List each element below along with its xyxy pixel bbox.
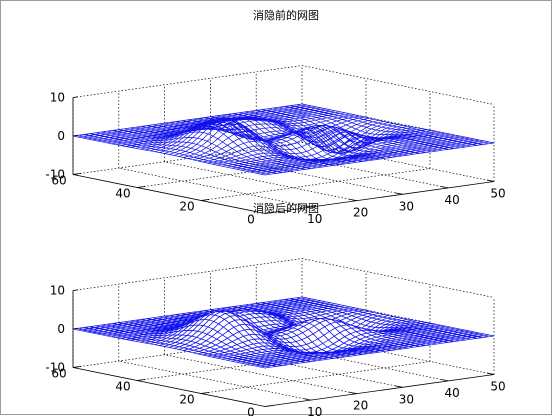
x-tick-label: 20	[353, 206, 368, 220]
z-tick	[73, 174, 78, 175]
y-tick	[137, 379, 145, 380]
surface-mesh	[73, 104, 494, 175]
x-tick	[304, 399, 311, 400]
y-tick-label: 0	[247, 406, 255, 417]
z-tick	[73, 135, 78, 136]
x-tick	[350, 392, 357, 393]
y-tick	[137, 186, 145, 187]
x-tick-label: 50	[490, 380, 505, 394]
grid-line	[73, 66, 494, 105]
plot-title: 消隐前的网图	[253, 8, 319, 22]
x-tick-label: 10	[307, 405, 322, 416]
y-tick	[201, 392, 209, 393]
grid-line	[119, 361, 311, 400]
plot-title: 消隐后的网图	[253, 201, 319, 215]
z-tick	[73, 367, 78, 368]
z-tick	[73, 97, 78, 98]
x-tick-label: 30	[399, 392, 414, 406]
z-tick-label: -10	[45, 361, 65, 375]
z-tick-label: 10	[50, 91, 65, 105]
y-tick-label: 20	[179, 393, 194, 407]
x-tick	[441, 379, 448, 380]
z-tick-label: 0	[57, 322, 65, 336]
y-tick-label: 40	[115, 187, 130, 201]
z-tick	[73, 290, 78, 291]
surface-mesh	[73, 297, 494, 368]
x-tick	[350, 199, 357, 200]
x-tick	[395, 193, 402, 194]
x-tick	[395, 386, 402, 387]
y-tick-label: 40	[115, 380, 130, 394]
z-tick-label: 0	[57, 129, 65, 143]
grid-line	[73, 259, 494, 298]
x-tick	[441, 186, 448, 187]
y-axis	[73, 368, 265, 407]
y-tick-label: 20	[179, 200, 194, 214]
y-axis	[73, 175, 265, 214]
x-tick-label: 40	[445, 386, 460, 400]
x-tick-label: 40	[445, 193, 460, 207]
z-tick-label: 10	[50, 284, 65, 298]
grid-line	[201, 362, 430, 394]
x-tick-label: 30	[399, 199, 414, 213]
x-tick	[487, 180, 494, 181]
z-tick-label: -10	[45, 168, 65, 182]
y-tick	[265, 405, 273, 406]
x-tick	[487, 373, 494, 374]
x-tick-label: 20	[353, 399, 368, 413]
grid-line	[201, 169, 430, 201]
x-tick-label: 50	[490, 187, 505, 201]
y-tick	[201, 199, 209, 200]
